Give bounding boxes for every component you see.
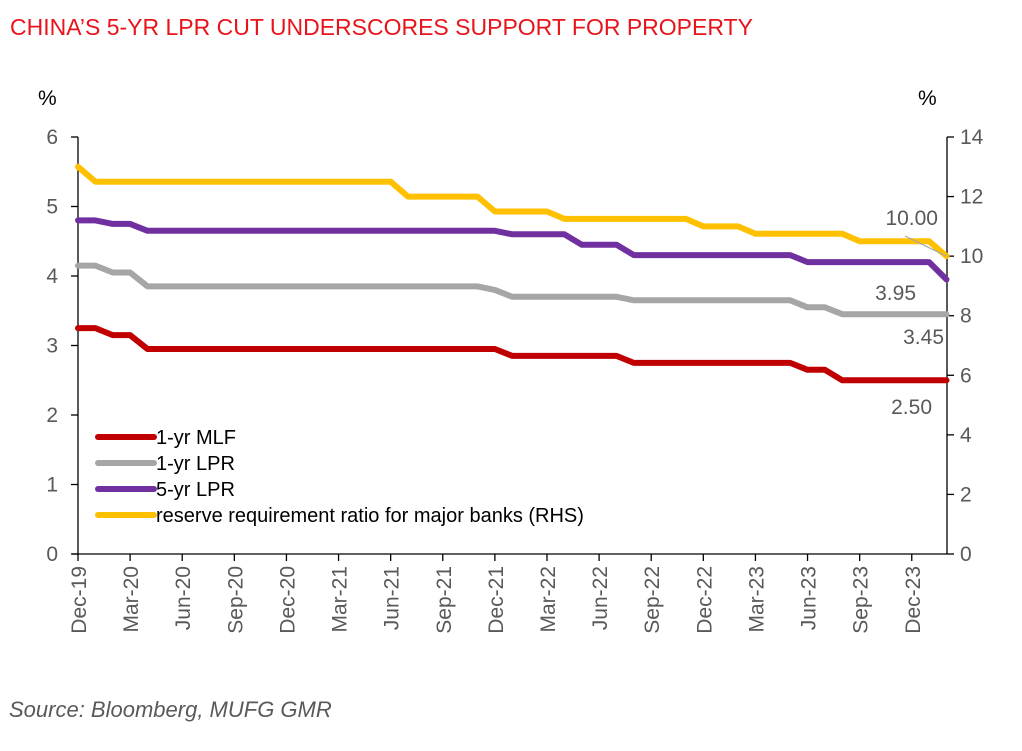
series-line-1-yr-lpr	[75, 262, 950, 318]
left-tick-label: 2	[46, 404, 58, 427]
data-label: 10.00	[885, 207, 938, 230]
x-tick-label: Jun-23	[798, 566, 821, 630]
source-note: Source: Bloomberg, MUFG GMR	[9, 697, 332, 722]
legend-label: 5-yr LPR	[156, 479, 235, 501]
right-tick-label: 2	[960, 483, 972, 506]
legend-label: 1-yr LPR	[156, 453, 235, 475]
series-line-5-yr-lpr	[75, 217, 950, 283]
left-tick-label: 5	[46, 196, 58, 219]
series-line-reserve-requirement-ratio-for-major-banks-rhs	[75, 163, 950, 260]
x-tick-label: Jun-20	[172, 566, 195, 630]
x-tick-label: Sep-20	[224, 566, 247, 634]
right-tick-label: 12	[960, 186, 983, 209]
x-tick-label: Dec-23	[902, 566, 925, 634]
x-tick-label: Dec-20	[276, 566, 299, 634]
x-tick-label: Dec-22	[693, 566, 716, 634]
x-tick-label: Dec-21	[485, 566, 508, 634]
x-tick-label: Jun-21	[381, 566, 404, 630]
left-tick-label: 3	[46, 335, 58, 358]
data-label: 3.95	[875, 282, 916, 305]
x-tick-label: Sep-21	[433, 566, 456, 634]
left-tick-label: 1	[46, 474, 58, 497]
data-label: 2.50	[891, 396, 932, 419]
left-tick-label: 4	[46, 265, 58, 288]
right-tick-label: 14	[960, 126, 984, 149]
series-line-1-yr-mlf	[75, 325, 950, 384]
left-axis-unit: %	[38, 87, 57, 110]
x-tick-label: Dec-19	[68, 566, 91, 634]
right-tick-label: 10	[960, 245, 983, 268]
legend-label: 1-yr MLF	[156, 427, 236, 449]
x-tick-label: Jun-22	[589, 566, 612, 630]
left-tick-label: 6	[46, 126, 58, 149]
legend: 1-yr MLF 1-yr LPR 5-yr LPR reserve requirem…	[95, 427, 584, 527]
x-tick-label: Sep-23	[850, 566, 873, 634]
x-tick-label: Mar-22	[537, 566, 560, 633]
chart-title: CHINA’S 5-YR LPR CUT UNDERSCORES SUPPORT…	[10, 14, 753, 40]
x-tick-label: Mar-20	[120, 566, 143, 633]
data-label: 3.45	[903, 326, 944, 349]
right-tick-label: 4	[960, 424, 972, 447]
x-tick-label: Mar-23	[745, 566, 768, 633]
left-tick-label: 0	[46, 543, 58, 566]
right-tick-label: 8	[960, 305, 972, 328]
right-tick-label: 6	[960, 364, 972, 387]
right-axis-unit: %	[918, 87, 937, 110]
series-lines	[75, 163, 950, 384]
data-labels: 10.00 3.95 3.45 2.50	[875, 207, 947, 419]
right-tick-label: 0	[960, 543, 972, 566]
rrr-label-leader-line	[904, 235, 947, 257]
x-tick-label: Sep-22	[641, 566, 664, 634]
legend-label: reserve requirement ratio for major bank…	[156, 505, 584, 527]
x-tick-label: Mar-21	[329, 566, 352, 633]
